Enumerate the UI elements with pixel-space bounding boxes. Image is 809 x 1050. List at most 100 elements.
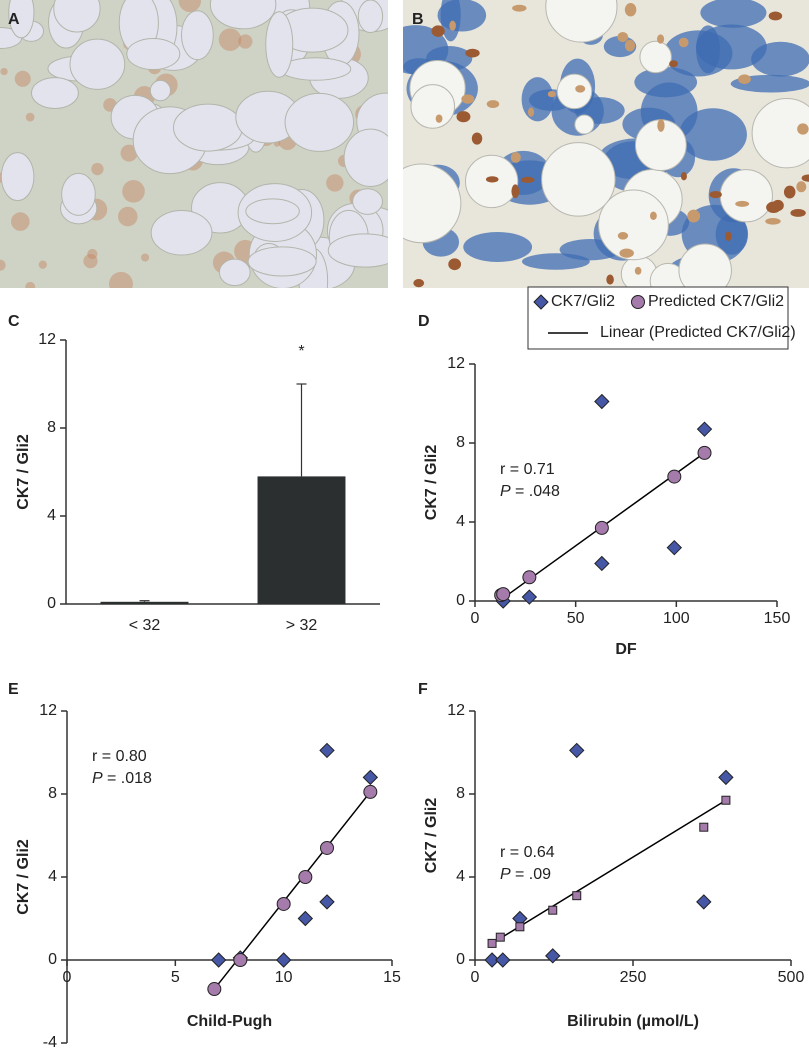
diamond-marker bbox=[569, 742, 585, 759]
nucleus bbox=[431, 25, 445, 37]
stain-spot bbox=[141, 253, 150, 262]
x-tick-label: 0 bbox=[63, 969, 72, 986]
bar bbox=[257, 476, 346, 604]
diamond-marker bbox=[319, 742, 335, 759]
x-tick-label: < 32 bbox=[129, 617, 161, 634]
diamond-marker bbox=[545, 948, 561, 964]
nucleus bbox=[527, 107, 535, 117]
nucleus bbox=[790, 208, 806, 217]
fat-vacuole bbox=[181, 10, 214, 61]
diamond-marker bbox=[666, 539, 683, 556]
fat-vacuole bbox=[719, 169, 773, 223]
fat-vacuole bbox=[173, 103, 243, 152]
y-tick-label: 4 bbox=[456, 868, 465, 885]
fat-vacuole bbox=[639, 40, 672, 74]
square-marker bbox=[515, 922, 525, 932]
stain-spot bbox=[218, 28, 242, 51]
fat-vacuole bbox=[545, 0, 618, 43]
nucleus bbox=[801, 174, 809, 182]
fat-vacuole bbox=[556, 73, 593, 110]
nucleus bbox=[547, 91, 556, 98]
stain-spot bbox=[11, 212, 30, 231]
y-tick-label: 0 bbox=[456, 951, 465, 968]
y-tick-label: 0 bbox=[456, 592, 465, 609]
fat-vacuole bbox=[327, 233, 388, 268]
legend-label: Predicted CK7/Gli2 bbox=[648, 293, 784, 310]
nucleus bbox=[656, 34, 665, 44]
x-axis-title: DF bbox=[615, 641, 637, 658]
stain-spot bbox=[25, 112, 35, 122]
nucleus bbox=[735, 200, 750, 207]
stat-r: r = 0.71 bbox=[500, 461, 555, 478]
nucleus bbox=[606, 274, 614, 285]
panel-label: D bbox=[418, 313, 430, 330]
fat-vacuole bbox=[0, 152, 35, 202]
nucleus bbox=[678, 37, 689, 48]
x-tick-label: 15 bbox=[383, 969, 401, 986]
stat-p-value: = .09 bbox=[515, 866, 551, 883]
fat-vacuole bbox=[245, 198, 300, 225]
diamond-marker bbox=[319, 894, 335, 910]
stat-p-value: = .048 bbox=[515, 483, 560, 500]
nucleus bbox=[413, 279, 425, 288]
stain-spot bbox=[122, 180, 145, 203]
stain-spot bbox=[25, 281, 36, 288]
legend-swatch bbox=[533, 294, 549, 310]
nucleus bbox=[520, 176, 535, 183]
nucleus bbox=[649, 211, 657, 220]
x-tick-label: 100 bbox=[663, 610, 690, 627]
x-axis-title: Bilirubin (µmol/L) bbox=[567, 1013, 699, 1030]
nucleus bbox=[783, 185, 796, 199]
nucleus bbox=[512, 4, 527, 12]
stain-spot bbox=[120, 144, 138, 162]
fat-vacuole bbox=[61, 172, 96, 216]
y-tick-label: -4 bbox=[43, 1034, 57, 1050]
legend-label: CK7/Gli2 bbox=[551, 293, 615, 310]
nucleus bbox=[456, 111, 471, 123]
legend-label: Linear (Predicted CK7/Gli2) bbox=[600, 324, 796, 341]
stain-spot bbox=[326, 174, 344, 192]
nucleus bbox=[797, 123, 809, 135]
bar bbox=[100, 601, 189, 604]
square-marker bbox=[495, 932, 505, 942]
stat-p-symbol: P bbox=[500, 866, 511, 883]
x-tick-label: 50 bbox=[567, 610, 585, 627]
fat-vacuole bbox=[149, 79, 172, 102]
stain-spot bbox=[0, 67, 8, 76]
fat-vacuole bbox=[751, 98, 809, 169]
circle-marker bbox=[207, 982, 222, 997]
y-tick-label: 4 bbox=[456, 513, 465, 530]
fat-vacuole bbox=[284, 92, 355, 152]
fat-vacuole bbox=[678, 243, 732, 288]
nucleus bbox=[575, 85, 586, 93]
nucleus bbox=[448, 258, 462, 271]
y-tick-label: 8 bbox=[48, 785, 57, 802]
panel-label: A bbox=[8, 11, 20, 28]
x-tick-label: 0 bbox=[471, 610, 480, 627]
stain-spot bbox=[178, 0, 202, 13]
stat-p-value: = .018 bbox=[107, 770, 152, 787]
nucleus bbox=[768, 11, 783, 21]
nucleus bbox=[461, 94, 475, 104]
fat-vacuole bbox=[218, 258, 251, 287]
fat-vacuole bbox=[541, 142, 616, 217]
x-tick-label: 5 bbox=[171, 969, 180, 986]
nucleus bbox=[486, 100, 500, 109]
ck7-stain bbox=[437, 0, 487, 32]
nucleus bbox=[657, 119, 665, 132]
y-tick-label: 4 bbox=[48, 868, 57, 885]
y-tick-label: 0 bbox=[48, 951, 57, 968]
stain-spot bbox=[14, 70, 31, 87]
fat-vacuole bbox=[247, 246, 317, 277]
fat-vacuole bbox=[357, 0, 384, 34]
ck7-stain bbox=[663, 30, 733, 77]
circle-marker bbox=[276, 896, 291, 911]
y-tick-label: 4 bbox=[47, 507, 56, 524]
panel-label: E bbox=[8, 681, 19, 698]
y-tick-label: 8 bbox=[456, 785, 465, 802]
fat-vacuole bbox=[150, 209, 213, 256]
circle-marker bbox=[522, 570, 537, 585]
fat-vacuole bbox=[53, 0, 101, 33]
diamond-marker bbox=[210, 952, 227, 968]
